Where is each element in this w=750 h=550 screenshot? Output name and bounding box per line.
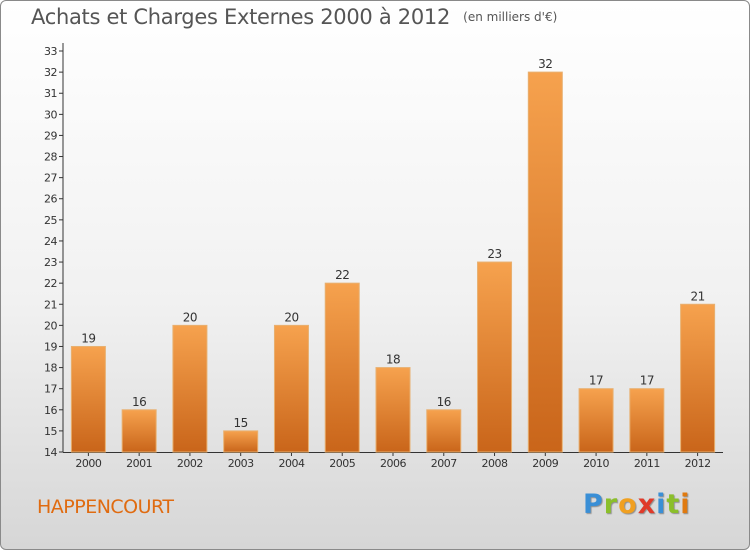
y-tick-label: 17 bbox=[44, 383, 57, 396]
logo-letter: t bbox=[666, 489, 681, 520]
x-tick-label: 2010 bbox=[583, 457, 609, 470]
bar-value-label: 18 bbox=[386, 353, 400, 367]
bar-value-label: 22 bbox=[335, 268, 349, 282]
y-tick-label: 25 bbox=[44, 214, 57, 227]
x-tick-label: 2011 bbox=[634, 457, 660, 470]
bar bbox=[680, 303, 716, 453]
bar-value-label: 21 bbox=[690, 289, 704, 303]
bar bbox=[324, 282, 360, 453]
y-tick-label: 21 bbox=[44, 298, 57, 311]
bar-value-label: 16 bbox=[132, 395, 146, 409]
y-tick-label: 29 bbox=[44, 129, 57, 142]
bar bbox=[223, 430, 259, 453]
y-tick-label: 14 bbox=[44, 446, 57, 459]
y-tick-label: 30 bbox=[44, 108, 57, 121]
bar-value-label: 17 bbox=[640, 374, 654, 388]
bar bbox=[527, 71, 563, 453]
logo-letter: i bbox=[656, 489, 667, 520]
y-tick-label: 19 bbox=[44, 340, 57, 353]
y-tick-label: 31 bbox=[44, 87, 57, 100]
bar bbox=[172, 324, 208, 453]
bar-value-label: 32 bbox=[538, 57, 552, 71]
bar-value-label: 16 bbox=[437, 395, 451, 409]
bar bbox=[629, 388, 665, 453]
chart-unit: (en milliers d'€) bbox=[463, 10, 558, 24]
bar bbox=[375, 367, 411, 453]
bar bbox=[426, 409, 462, 453]
bar bbox=[273, 324, 309, 453]
x-tick-label: 2005 bbox=[329, 457, 355, 470]
bar-value-label: 23 bbox=[487, 247, 501, 261]
logo-letter: o bbox=[618, 489, 638, 520]
y-tick-label: 32 bbox=[44, 66, 57, 79]
y-tick-label: 24 bbox=[44, 235, 57, 248]
x-tick-label: 2009 bbox=[532, 457, 558, 470]
bar bbox=[121, 409, 157, 453]
logo-letter: r bbox=[603, 489, 619, 520]
bar-value-label: 20 bbox=[183, 310, 197, 324]
y-tick-label: 20 bbox=[44, 319, 57, 332]
y-tick-label: 26 bbox=[44, 193, 57, 206]
bar bbox=[477, 261, 513, 453]
x-tick-label: 2003 bbox=[228, 457, 254, 470]
y-tick-label: 16 bbox=[44, 404, 57, 417]
x-tick-label: 2001 bbox=[126, 457, 152, 470]
x-tick-label: 2000 bbox=[75, 457, 101, 470]
bar-value-label: 15 bbox=[234, 416, 248, 430]
proxiti-logo: Proxiti bbox=[583, 489, 691, 520]
y-tick-label: 22 bbox=[44, 277, 57, 290]
bar bbox=[578, 388, 614, 453]
x-tick-label: 2006 bbox=[380, 457, 406, 470]
logo-letter: P bbox=[583, 489, 604, 520]
x-tick-label: 2002 bbox=[177, 457, 203, 470]
x-tick-label: 2008 bbox=[482, 457, 508, 470]
logo-letter: i bbox=[680, 489, 691, 520]
y-tick-label: 28 bbox=[44, 151, 57, 164]
x-tick-label: 2012 bbox=[685, 457, 711, 470]
bar-value-label: 19 bbox=[81, 331, 95, 345]
commune-name: HAPPENCOURT bbox=[37, 496, 174, 518]
y-tick-label: 27 bbox=[44, 172, 57, 185]
y-tick-label: 15 bbox=[44, 425, 57, 438]
y-tick-label: 33 bbox=[44, 45, 57, 58]
bar bbox=[70, 345, 106, 453]
y-tick-label: 18 bbox=[44, 362, 57, 375]
logo-letter: x bbox=[637, 489, 657, 520]
x-tick-label: 2007 bbox=[431, 457, 457, 470]
x-tick-label: 2004 bbox=[278, 457, 304, 470]
y-tick-label: 23 bbox=[44, 256, 57, 269]
chart-title: Achats et Charges Externes 2000 à 2012 bbox=[31, 5, 451, 29]
bar-value-label: 20 bbox=[284, 310, 298, 324]
bar-value-label: 17 bbox=[589, 374, 603, 388]
chart-title-row: Achats et Charges Externes 2000 à 2012 (… bbox=[31, 5, 557, 29]
